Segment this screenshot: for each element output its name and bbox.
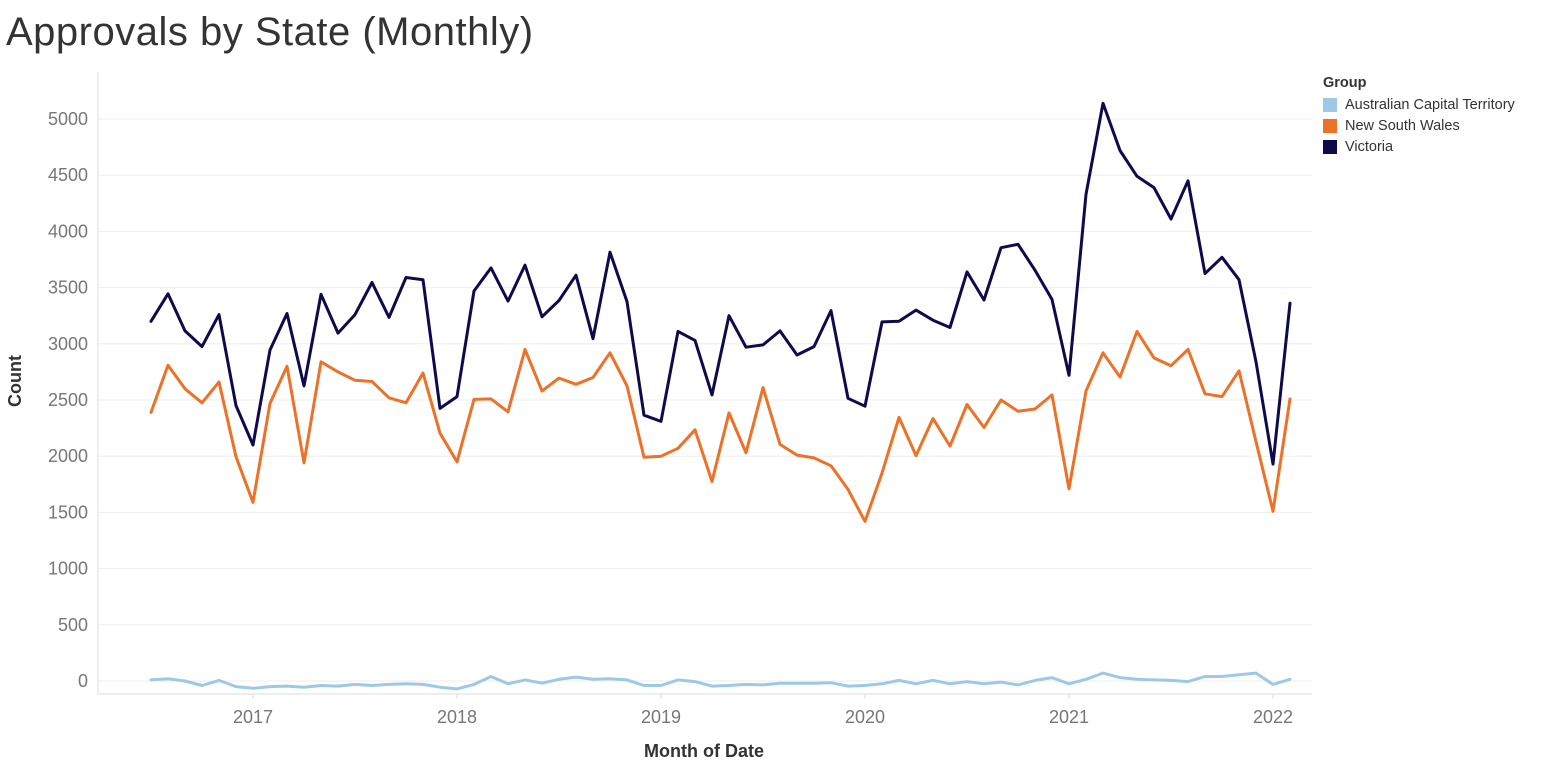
- legend: Group Australian Capital Territory New S…: [1323, 75, 1515, 157]
- series-line-new-south-wales[interactable]: [149, 329, 1292, 523]
- x-tick-labels: 2017 2018 2019 2020 2021 2022: [233, 694, 1293, 727]
- legend-swatch-nsw: [1323, 118, 1337, 133]
- x-tick-label: 2018: [437, 707, 477, 727]
- series-lines: [149, 101, 1292, 691]
- y-tick-labels: 0 500 1000 1500 2000 2500 3000 3500 4000 4500 5000: [48, 109, 88, 691]
- series-line-victoria[interactable]: [149, 101, 1292, 466]
- y-tick-label: 500: [58, 615, 88, 635]
- series-line-australian-capital-territory[interactable]: [149, 671, 1292, 691]
- legend-swatch-act: [1323, 97, 1337, 112]
- y-tick-label: 1000: [48, 559, 88, 579]
- legend-item-nsw[interactable]: New South Wales: [1323, 115, 1515, 136]
- legend-item-vic[interactable]: Victoria: [1323, 136, 1515, 157]
- chart-title: Approvals by State (Monthly): [6, 10, 534, 54]
- y-tick-label: 1500: [48, 502, 88, 522]
- y-tick-label: 3500: [48, 278, 88, 298]
- y-tick-label: 4500: [48, 165, 88, 185]
- x-tick-label: 2021: [1049, 707, 1089, 727]
- y-tick-label: 2000: [48, 446, 88, 466]
- x-tick-label: 2017: [233, 707, 273, 727]
- legend-label-act: Australian Capital Territory: [1345, 96, 1515, 113]
- y-tick-label: 4000: [48, 221, 88, 241]
- x-tick-label: 2020: [845, 707, 885, 727]
- grid-lines: [98, 118, 1312, 682]
- y-tick-label: 0: [78, 671, 88, 691]
- legend-label-vic: Victoria: [1345, 138, 1394, 155]
- y-tick-label: 5000: [48, 109, 88, 129]
- x-tick-label: 2022: [1253, 707, 1293, 727]
- x-tick-label: 2019: [641, 707, 681, 727]
- legend-item-act[interactable]: Australian Capital Territory: [1323, 94, 1515, 115]
- legend-swatch-vic: [1323, 139, 1337, 154]
- y-axis-title: Count: [5, 355, 25, 407]
- y-tick-label: 2500: [48, 390, 88, 410]
- legend-label-nsw: New South Wales: [1345, 117, 1460, 134]
- y-tick-label: 3000: [48, 334, 88, 354]
- legend-title: Group: [1323, 75, 1367, 91]
- x-axis-title: Month of Date: [644, 741, 764, 761]
